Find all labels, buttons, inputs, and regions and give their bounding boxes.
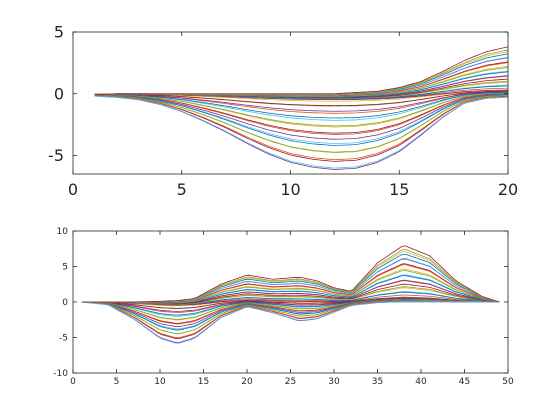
- x-tick-label: 35: [372, 377, 383, 387]
- y-tick-label: -10: [53, 369, 68, 379]
- series-line: [94, 90, 508, 107]
- series-line: [94, 91, 508, 112]
- x-tick-label: 10: [280, 180, 300, 199]
- series-line: [94, 95, 508, 153]
- x-tick-label: 50: [502, 377, 514, 387]
- x-tick-label: 0: [68, 180, 78, 199]
- y-tick-label: -5: [48, 146, 64, 165]
- x-tick-label: 15: [198, 377, 209, 387]
- y-tick-label: -5: [59, 334, 68, 344]
- y-tick-label: 5: [62, 263, 68, 273]
- x-tick-label: 20: [241, 377, 253, 387]
- series-line: [94, 91, 508, 119]
- series-group: [94, 46, 508, 170]
- bottom-subplot: 0 5 10 15 20 25 30 35 40 45 50 -10 -5 0 5 10: [53, 227, 514, 387]
- series-line: [81, 245, 500, 303]
- x-tick-label: 5: [177, 180, 187, 199]
- x-tick-label: 20: [498, 180, 518, 199]
- y-tick-label: 0: [62, 298, 68, 308]
- x-tick-label: 30: [328, 377, 340, 387]
- series-line: [94, 46, 508, 96]
- x-tick-label: 40: [415, 377, 427, 387]
- top-subplot: 0 5 10 15 20-505: [48, 23, 518, 199]
- series-line: [94, 93, 508, 135]
- x-tick-label: 45: [459, 377, 470, 387]
- x-tick-label: 0: [70, 377, 76, 387]
- x-tick-label: 10: [154, 377, 166, 387]
- series-line: [94, 92, 508, 127]
- series-line: [94, 95, 508, 161]
- x-tick-label: 25: [285, 377, 296, 387]
- series-line: [94, 94, 508, 146]
- series-line: [94, 95, 508, 169]
- x-tick-label: 15: [389, 180, 409, 199]
- y-tick-label: 5: [54, 23, 64, 42]
- x-tick-label: 5: [114, 377, 120, 387]
- series-line: [94, 93, 508, 140]
- y-tick-label: 0: [54, 84, 64, 103]
- series-group: [81, 245, 500, 344]
- y-tick-label: 10: [57, 227, 69, 237]
- series-line: [81, 301, 500, 343]
